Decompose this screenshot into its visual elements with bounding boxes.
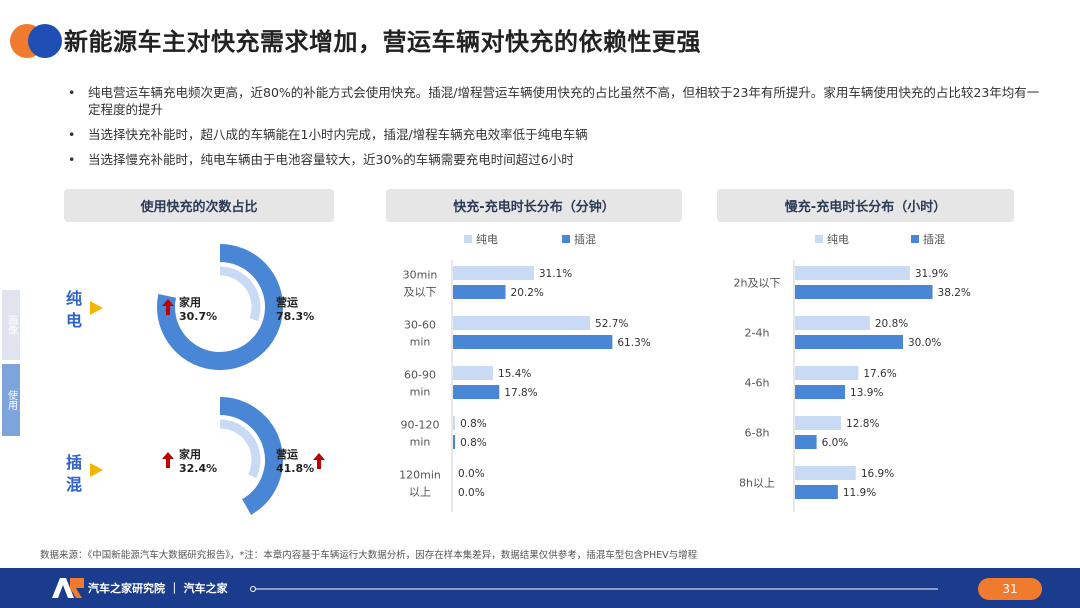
bar bbox=[795, 316, 870, 330]
bar bbox=[795, 416, 842, 430]
category-tick-label: min bbox=[410, 436, 431, 449]
bar-value-label: 30.0% bbox=[908, 337, 941, 349]
footer-brand: 汽车之家研究院 ｜ 汽车之家 bbox=[88, 582, 228, 595]
category-tick-label: 及以下 bbox=[404, 286, 437, 299]
legend-label: 纯电 bbox=[827, 233, 849, 246]
bar-value-label: 15.4% bbox=[498, 368, 531, 380]
row-label-phev: 插混 bbox=[65, 453, 82, 494]
slow-charge-duration-chart: 纯电 插混 2h及以下 31.9% 38.2% 2-4h 20.8%30.0% 4-6h 17.… bbox=[734, 232, 971, 512]
bar bbox=[795, 266, 910, 280]
data-source-note: 数据来源：《中国新能源汽车大数据研究报告》，*注：本章内容基于车辆运行大数据分析… bbox=[40, 550, 698, 561]
triangle-pointer-icon bbox=[90, 463, 103, 477]
up-arrow-icon bbox=[162, 452, 174, 468]
category-tick-label: 6-8h bbox=[745, 427, 770, 440]
page-title: 新能源车主对快充需求增加，营运车辆对快充的依赖性更强 bbox=[64, 28, 701, 56]
bar-value-label: 61.3% bbox=[617, 337, 650, 349]
legend-label: 插混 bbox=[923, 232, 945, 246]
donut-arc-home bbox=[219, 266, 261, 322]
bar bbox=[453, 366, 494, 380]
bar-value-label: 6.0% bbox=[822, 437, 849, 449]
bar-value-label: 0.0% bbox=[458, 468, 485, 480]
legend-label: 插混 bbox=[574, 232, 596, 246]
bar bbox=[795, 466, 856, 480]
bar bbox=[453, 285, 506, 299]
bar bbox=[453, 385, 500, 399]
category-tick-label: 60-90 bbox=[404, 369, 436, 382]
bar bbox=[795, 435, 817, 449]
bar-value-label: 20.2% bbox=[511, 287, 544, 299]
triangle-pointer-icon bbox=[90, 301, 103, 315]
bar bbox=[795, 335, 903, 349]
bar-value-label: 52.7% bbox=[595, 318, 628, 330]
footer-progress-line bbox=[250, 586, 938, 592]
fast-charge-duration-chart: 纯电 插混 30min 及以下 31.1% 20.2% 30-60 min 52.7% 61.3%… bbox=[399, 232, 651, 512]
panel-title-fast-charge-duration: 快充-充电时长分布（分钟） bbox=[386, 189, 682, 222]
bar-value-label: 31.9% bbox=[915, 268, 948, 280]
bar-value-label: 13.9% bbox=[850, 387, 883, 399]
side-tab-profile[interactable]: 画像 bbox=[2, 290, 20, 360]
category-tick-label: 90-120 bbox=[401, 419, 440, 432]
bullet-item: 当选择慢充补能时，纯电车辆由于电池容量较大，近30%的车辆需要充电时间超过6小时 bbox=[66, 151, 1051, 168]
legend-swatch bbox=[464, 235, 472, 243]
bullet-list: 纯电营运车辆充电频次更高，近80%的补能方式会使用快充。插混/增程营运车辆使用快… bbox=[66, 84, 1051, 176]
category-tick-label: 2-4h bbox=[745, 327, 770, 340]
bullet-item: 纯电营运车辆充电频次更高，近80%的补能方式会使用快充。插混/增程营运车辆使用快… bbox=[66, 84, 1051, 118]
bar-value-label: 17.6% bbox=[863, 368, 896, 380]
bar bbox=[795, 285, 933, 299]
bar bbox=[453, 266, 534, 280]
footer-bar bbox=[0, 568, 1080, 608]
category-tick-label: 以上 bbox=[409, 486, 431, 499]
bar-value-label: 12.8% bbox=[846, 418, 879, 430]
bar-value-label: 31.1% bbox=[539, 268, 572, 280]
donut-arc-home bbox=[219, 419, 261, 479]
ar-logo-icon bbox=[52, 578, 84, 598]
bar-value-label: 0.0% bbox=[458, 487, 485, 499]
up-arrow-icon bbox=[313, 453, 325, 469]
bar bbox=[795, 385, 846, 399]
bar-value-label: 0.8% bbox=[460, 437, 487, 449]
bar bbox=[795, 485, 838, 499]
category-tick-label: 4-6h bbox=[745, 377, 770, 390]
panel-title-fast-charge-share: 使用快充的次数占比 bbox=[64, 189, 334, 222]
brand-dots-logo bbox=[10, 24, 62, 58]
bar bbox=[453, 416, 456, 430]
fast-charge-share-donuts bbox=[157, 244, 283, 515]
phev-operation-label: 营运 41.8% bbox=[276, 448, 315, 475]
legend-swatch bbox=[815, 235, 823, 243]
bev-home-label: 家用 30.7% bbox=[179, 296, 218, 323]
category-tick-label: 30-60 bbox=[404, 319, 436, 332]
bar-value-label: 38.2% bbox=[938, 287, 971, 299]
bar-value-label: 20.8% bbox=[875, 318, 908, 330]
category-tick-label: 120min bbox=[399, 469, 441, 482]
legend-swatch bbox=[911, 235, 919, 243]
category-tick-label: 8h以上 bbox=[739, 477, 775, 490]
page-number: 31 bbox=[978, 578, 1042, 600]
bar bbox=[795, 366, 859, 380]
bev-operation-label: 营运 78.3% bbox=[276, 296, 315, 323]
donut-arc-operation bbox=[157, 244, 283, 370]
bar-value-label: 17.8% bbox=[504, 387, 537, 399]
bar-value-label: 11.9% bbox=[843, 487, 876, 499]
phev-home-label: 家用 32.4% bbox=[179, 448, 218, 475]
category-tick-label: min bbox=[410, 386, 431, 399]
row-label-bev: 纯电 bbox=[65, 289, 82, 330]
bar bbox=[453, 435, 456, 449]
panel-title-slow-charge-duration: 慢充-充电时长分布（小时） bbox=[717, 189, 1014, 222]
bar-value-label: 16.9% bbox=[861, 468, 894, 480]
donut-arc-operation bbox=[219, 397, 283, 515]
category-tick-label: min bbox=[410, 336, 431, 349]
bar bbox=[453, 316, 591, 330]
bullet-item: 当选择快充补能时，超八成的车辆能在1小时内完成，插混/增程车辆充电效率低于纯电车… bbox=[66, 126, 1051, 143]
up-arrow-icon bbox=[162, 299, 174, 315]
bar-value-label: 0.8% bbox=[460, 418, 487, 430]
category-tick-label: 2h及以下 bbox=[734, 277, 781, 290]
legend-label: 纯电 bbox=[476, 233, 498, 246]
bar bbox=[453, 335, 613, 349]
legend-swatch bbox=[562, 235, 570, 243]
category-tick-label: 30min bbox=[403, 269, 438, 282]
side-tab-usage[interactable]: 使用 bbox=[2, 364, 20, 436]
